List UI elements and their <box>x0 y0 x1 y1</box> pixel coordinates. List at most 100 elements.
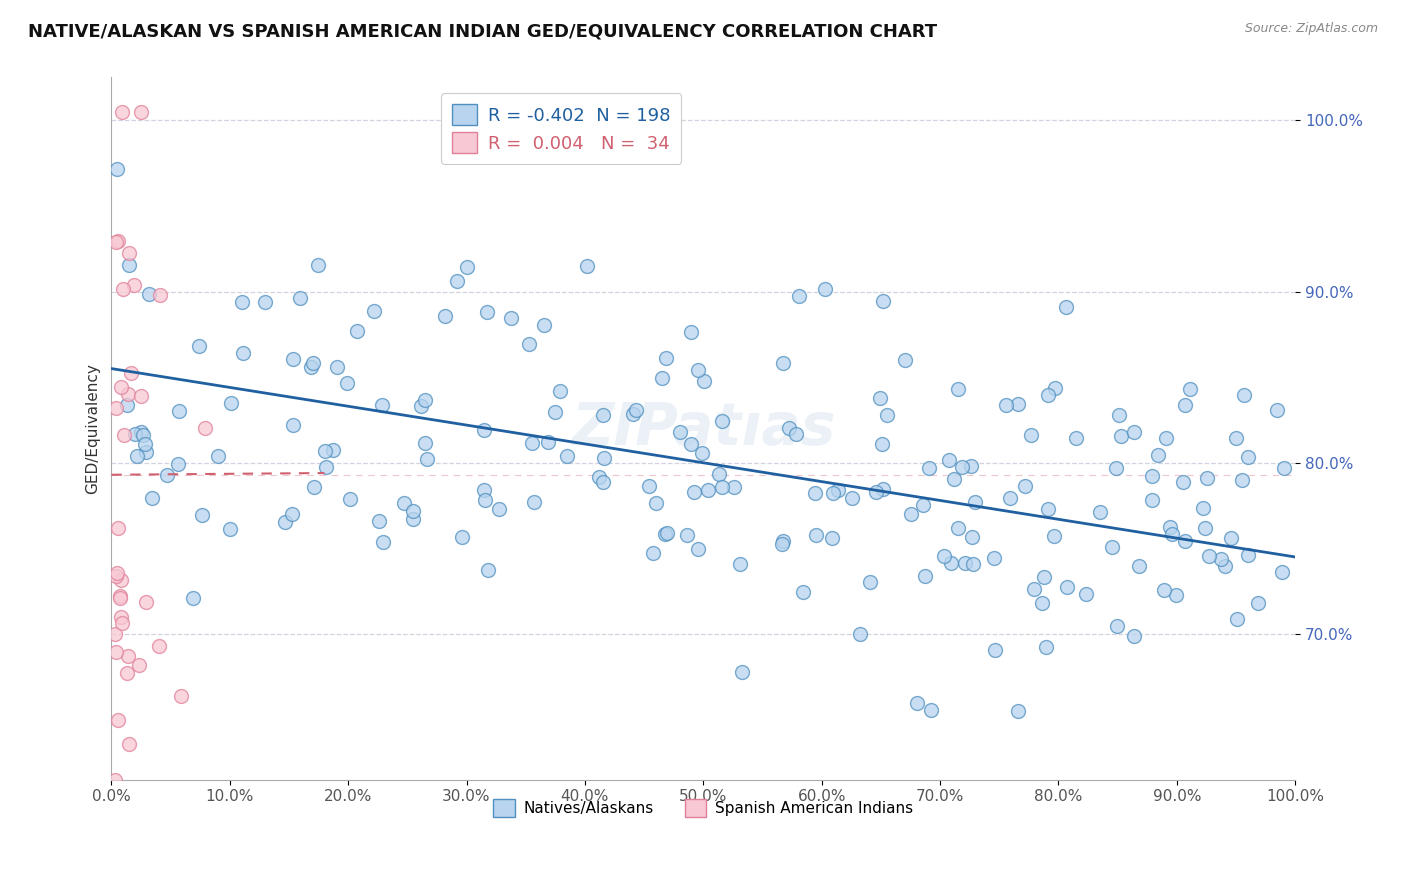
Point <box>1230 473 1253 487</box>
Point <box>117 737 139 751</box>
Point <box>520 435 543 450</box>
Point <box>1090 505 1112 519</box>
Point <box>943 472 966 486</box>
Point <box>283 418 305 433</box>
Point <box>488 502 510 516</box>
Point <box>914 569 936 583</box>
Point <box>984 643 1007 657</box>
Point <box>731 665 754 680</box>
Point <box>690 446 713 460</box>
Point <box>1213 559 1236 574</box>
Point <box>1174 398 1197 412</box>
Point <box>651 370 673 384</box>
Point <box>167 404 190 418</box>
Point <box>207 449 229 463</box>
Point <box>1123 629 1146 643</box>
Point <box>170 690 193 704</box>
Point <box>1054 301 1077 315</box>
Point <box>105 566 128 581</box>
Point <box>841 491 863 505</box>
Point <box>456 260 478 275</box>
Point <box>120 366 142 380</box>
Point <box>1045 382 1067 396</box>
Point <box>105 235 128 249</box>
Point <box>149 287 172 301</box>
Point <box>624 403 647 417</box>
Point <box>135 445 157 459</box>
Point <box>111 104 134 119</box>
Point <box>281 351 304 366</box>
Point <box>451 530 474 544</box>
Point <box>1272 461 1295 475</box>
Point <box>315 460 337 475</box>
Point <box>962 530 984 544</box>
Point <box>1107 619 1129 633</box>
Point <box>548 384 571 398</box>
Point <box>122 277 145 292</box>
Point <box>870 437 893 451</box>
Point <box>638 479 661 493</box>
Point <box>413 393 436 408</box>
Point <box>1108 408 1130 422</box>
Point <box>1022 582 1045 596</box>
Point <box>302 356 325 370</box>
Point <box>876 408 898 422</box>
Point <box>1159 520 1181 534</box>
Point <box>814 282 837 296</box>
Legend: Natives/Alaskans, Spanish American Indians: Natives/Alaskans, Spanish American India… <box>485 792 921 824</box>
Point <box>187 339 209 353</box>
Point <box>413 436 436 450</box>
Point <box>181 591 204 606</box>
Point <box>946 382 969 396</box>
Point <box>686 363 709 377</box>
Point <box>409 399 432 413</box>
Point <box>692 374 714 388</box>
Point <box>950 460 973 475</box>
Point <box>1105 460 1128 475</box>
Point <box>920 702 942 716</box>
Point <box>1236 548 1258 562</box>
Point <box>1236 450 1258 464</box>
Text: NATIVE/ALASKAN VS SPANISH AMERICAN INDIAN GED/EQUIVALENCY CORRELATION CHART: NATIVE/ALASKAN VS SPANISH AMERICAN INDIA… <box>28 22 938 40</box>
Point <box>475 305 498 319</box>
Point <box>128 657 150 672</box>
Point <box>1209 552 1232 566</box>
Point <box>710 480 733 494</box>
Point <box>621 407 644 421</box>
Point <box>135 595 157 609</box>
Point <box>770 537 793 551</box>
Point <box>675 527 697 541</box>
Point <box>772 356 794 370</box>
Point <box>1247 596 1270 610</box>
Point <box>129 104 152 119</box>
Point <box>232 346 254 360</box>
Point <box>682 485 704 500</box>
Point <box>710 414 733 428</box>
Point <box>148 639 170 653</box>
Point <box>865 484 887 499</box>
Point <box>253 294 276 309</box>
Point <box>1147 449 1170 463</box>
Point <box>644 496 666 510</box>
Point <box>472 423 495 437</box>
Point <box>1226 612 1249 626</box>
Point <box>104 772 127 787</box>
Point <box>669 425 692 439</box>
Point <box>1178 382 1201 396</box>
Point <box>823 486 845 500</box>
Point <box>322 442 344 457</box>
Point <box>1109 429 1132 443</box>
Point <box>346 324 368 338</box>
Point <box>125 449 148 463</box>
Point <box>723 481 745 495</box>
Point <box>124 427 146 442</box>
Point <box>1007 704 1029 718</box>
Point <box>955 556 977 570</box>
Point <box>1233 387 1256 401</box>
Point <box>696 483 718 497</box>
Point <box>1033 570 1056 584</box>
Point <box>368 514 391 528</box>
Point <box>446 274 468 288</box>
Point <box>110 610 132 624</box>
Point <box>118 258 141 272</box>
